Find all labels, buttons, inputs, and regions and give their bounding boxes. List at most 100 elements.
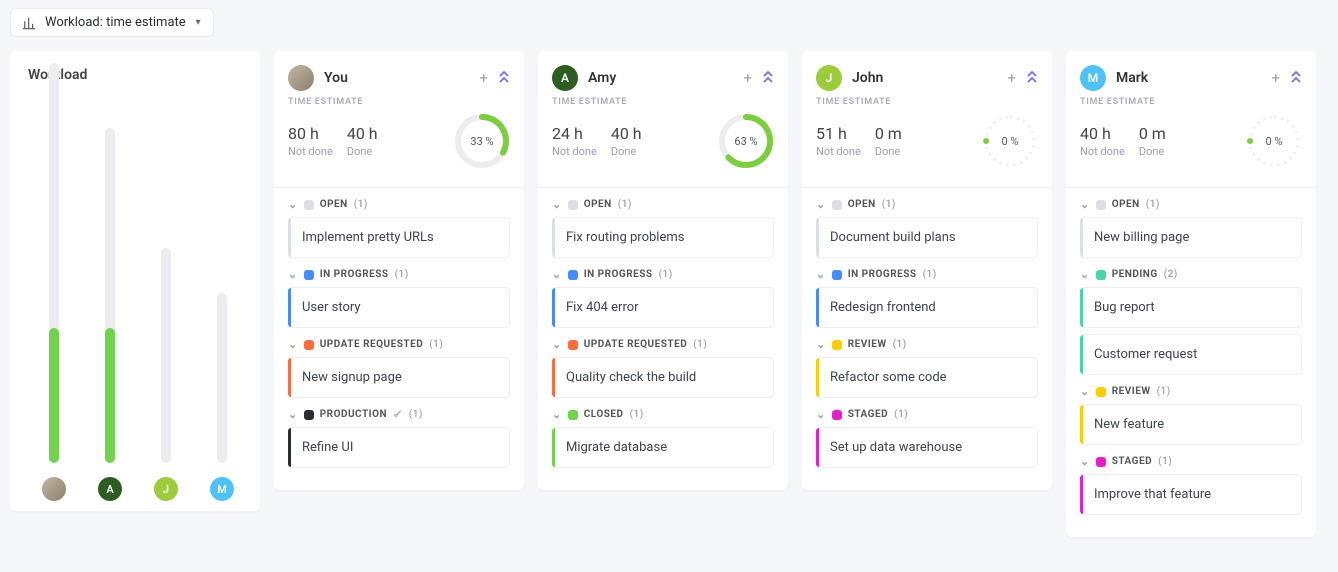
status-group-header[interactable]: ⌄ OPEN (1) xyxy=(1080,198,1302,211)
task-card[interactable]: Fix 404 error xyxy=(552,287,774,328)
task-accent xyxy=(1080,335,1083,374)
status-dot xyxy=(568,340,578,350)
status-count: (1) xyxy=(1146,199,1160,210)
task-card[interactable]: Improve that feature xyxy=(1080,474,1302,515)
status-count: (2) xyxy=(1164,269,1178,280)
task-accent xyxy=(288,428,291,467)
status-label: UPDATE REQUESTED xyxy=(320,339,423,350)
avatar[interactable]: J xyxy=(154,477,178,501)
status-count: (1) xyxy=(429,339,443,350)
workload-bar[interactable] xyxy=(38,63,70,501)
stat-not-done: 80 hNot done xyxy=(288,124,333,158)
task-card[interactable]: Fix routing problems xyxy=(552,217,774,258)
avatar[interactable] xyxy=(288,65,314,91)
status-count: (1) xyxy=(659,269,673,280)
status-group-header[interactable]: ⌄ IN PROGRESS (1) xyxy=(552,268,774,281)
status-label: OPEN xyxy=(848,199,876,210)
status-count: (1) xyxy=(894,409,908,420)
task-card[interactable]: Set up data warehouse xyxy=(816,427,1038,468)
chevron-down-icon: ⌄ xyxy=(1080,455,1090,468)
add-task-button[interactable]: + xyxy=(1007,69,1016,87)
chevron-down-icon: ⌄ xyxy=(552,268,562,281)
status-label: PRODUCTION xyxy=(320,409,387,420)
status-dot xyxy=(832,410,842,420)
workload-bars: AJM xyxy=(28,101,242,501)
task-card[interactable]: Bug report xyxy=(1080,287,1302,328)
status-group-header[interactable]: ⌄ IN PROGRESS (1) xyxy=(288,268,510,281)
collapse-icon[interactable] xyxy=(1026,70,1038,87)
status-group-header[interactable]: ⌄ PRODUCTION ✔ (1) xyxy=(288,408,510,421)
chevron-down-icon: ⌄ xyxy=(288,408,298,421)
chevron-down-icon: ⌄ xyxy=(1080,268,1090,281)
task-card[interactable]: Redesign frontend xyxy=(816,287,1038,328)
task-card[interactable]: Quality check the build xyxy=(552,357,774,398)
workload-bar[interactable]: A xyxy=(94,128,126,501)
add-task-button[interactable]: + xyxy=(743,69,752,87)
status-label: IN PROGRESS xyxy=(584,269,653,280)
avatar[interactable] xyxy=(42,477,66,501)
add-task-button[interactable]: + xyxy=(1271,69,1280,87)
status-group-header[interactable]: ⌄ OPEN (1) xyxy=(288,198,510,211)
chevron-down-icon: ⌄ xyxy=(288,338,298,351)
task-accent xyxy=(816,358,819,397)
task-accent xyxy=(1080,218,1083,257)
status-group-header[interactable]: ⌄ REVIEW (1) xyxy=(816,338,1038,351)
chevron-down-icon: ⌄ xyxy=(552,338,562,351)
avatar[interactable]: A xyxy=(552,65,578,91)
stats-row: 80 hNot done 40 hDone 33 % xyxy=(288,113,510,169)
task-accent xyxy=(288,358,291,397)
task-card[interactable]: Customer request xyxy=(1080,334,1302,375)
add-task-button[interactable]: + xyxy=(479,69,488,87)
workload-selector[interactable]: Workload: time estimate ▾ xyxy=(10,8,214,37)
status-group-header[interactable]: ⌄ UPDATE REQUESTED (1) xyxy=(552,338,774,351)
status-group-header[interactable]: ⌄ OPEN (1) xyxy=(816,198,1038,211)
collapse-icon[interactable] xyxy=(498,70,510,87)
task-accent xyxy=(816,428,819,467)
status-count: (1) xyxy=(923,269,937,280)
task-accent xyxy=(552,428,555,467)
stats-row: 51 hNot done 0 mDone 0 % xyxy=(816,113,1038,169)
progress-ring: 0 % xyxy=(982,113,1038,169)
stat-done: 40 hDone xyxy=(347,124,378,158)
status-group-header[interactable]: ⌄ OPEN (1) xyxy=(552,198,774,211)
avatar[interactable]: J xyxy=(816,65,842,91)
status-label: REVIEW xyxy=(1112,386,1151,397)
avatar[interactable]: M xyxy=(1080,65,1106,91)
status-group-header[interactable]: ⌄ CLOSED (1) xyxy=(552,408,774,421)
task-card[interactable]: User story xyxy=(288,287,510,328)
collapse-icon[interactable] xyxy=(1290,70,1302,87)
status-group-header[interactable]: ⌄ UPDATE REQUESTED (1) xyxy=(288,338,510,351)
task-accent xyxy=(552,218,555,257)
person-name: You xyxy=(324,70,348,86)
avatar[interactable]: A xyxy=(98,477,122,501)
status-group-header[interactable]: ⌄ STAGED (1) xyxy=(816,408,1038,421)
meta-label: TIME ESTIMATE xyxy=(288,97,510,107)
task-card[interactable]: Refine UI xyxy=(288,427,510,468)
avatar[interactable]: M xyxy=(210,477,234,501)
status-group-header[interactable]: ⌄ PENDING (2) xyxy=(1080,268,1302,281)
status-group-header[interactable]: ⌄ STAGED (1) xyxy=(1080,455,1302,468)
task-card[interactable]: Implement pretty URLs xyxy=(288,217,510,258)
task-card[interactable]: Migrate database xyxy=(552,427,774,468)
task-accent xyxy=(816,288,819,327)
status-count: (1) xyxy=(693,339,707,350)
task-card[interactable]: New feature xyxy=(1080,404,1302,445)
task-card[interactable]: Document build plans xyxy=(816,217,1038,258)
task-card[interactable]: New billing page xyxy=(1080,217,1302,258)
workload-bar[interactable]: J xyxy=(150,248,182,501)
stat-not-done: 40 hNot done xyxy=(1080,124,1125,158)
status-group-header[interactable]: ⌄ IN PROGRESS (1) xyxy=(816,268,1038,281)
status-group-header[interactable]: ⌄ REVIEW (1) xyxy=(1080,385,1302,398)
task-accent xyxy=(816,218,819,257)
task-card[interactable]: Refactor some code xyxy=(816,357,1038,398)
status-label: STAGED xyxy=(1112,456,1152,467)
workload-panel: WorkloadAJM xyxy=(10,51,260,511)
progress-ring: 0 % xyxy=(1246,113,1302,169)
check-icon: ✔ xyxy=(393,408,403,421)
collapse-icon[interactable] xyxy=(762,70,774,87)
stat-done: 0 mDone xyxy=(1139,124,1166,158)
task-accent xyxy=(288,218,291,257)
status-dot xyxy=(1096,200,1106,210)
workload-bar[interactable]: M xyxy=(206,293,238,501)
task-card[interactable]: New signup page xyxy=(288,357,510,398)
